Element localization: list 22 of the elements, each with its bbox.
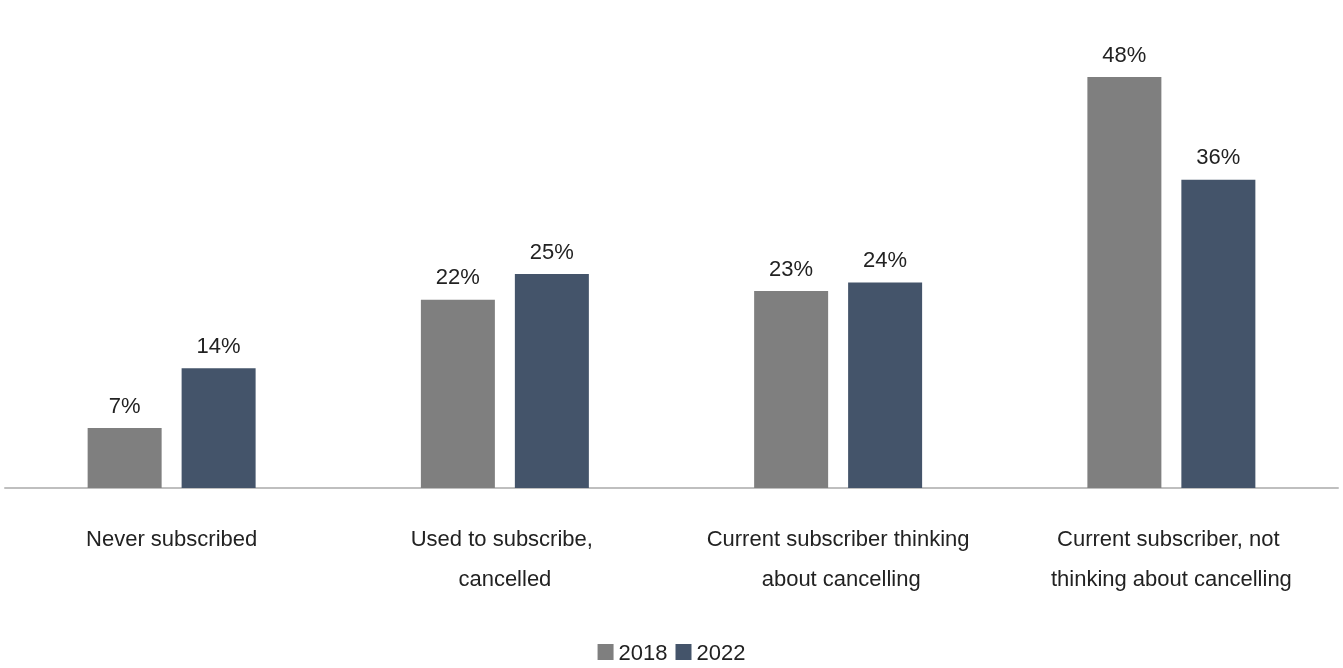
- data-label: 22%: [435, 264, 480, 290]
- data-label: 7%: [108, 392, 141, 418]
- legend-label: 2018: [618, 639, 668, 665]
- bar: [181, 368, 256, 488]
- data-label: 14%: [196, 332, 241, 358]
- x-tick-label: Used to subscribe, cancelled: [410, 525, 600, 591]
- bar: [754, 291, 829, 488]
- data-label: 24%: [863, 247, 908, 273]
- x-tick-label: Never subscribed: [86, 525, 258, 551]
- x-tick-label: Current subscriber thinking about cancelling: [706, 525, 970, 591]
- data-label: 48%: [1102, 41, 1147, 67]
- bar: [420, 299, 495, 488]
- bar: [87, 428, 162, 488]
- bar: [514, 274, 589, 488]
- bar: [1087, 77, 1162, 488]
- data-label: 25%: [529, 238, 574, 264]
- legend-label: 2022: [696, 639, 746, 665]
- data-label: 36%: [1196, 144, 1241, 170]
- x-tick-label: Current subscriber, not thinking about cancelling: [1050, 525, 1292, 591]
- data-label: 23%: [769, 255, 814, 281]
- bar: [1181, 179, 1256, 488]
- bar: [848, 282, 923, 488]
